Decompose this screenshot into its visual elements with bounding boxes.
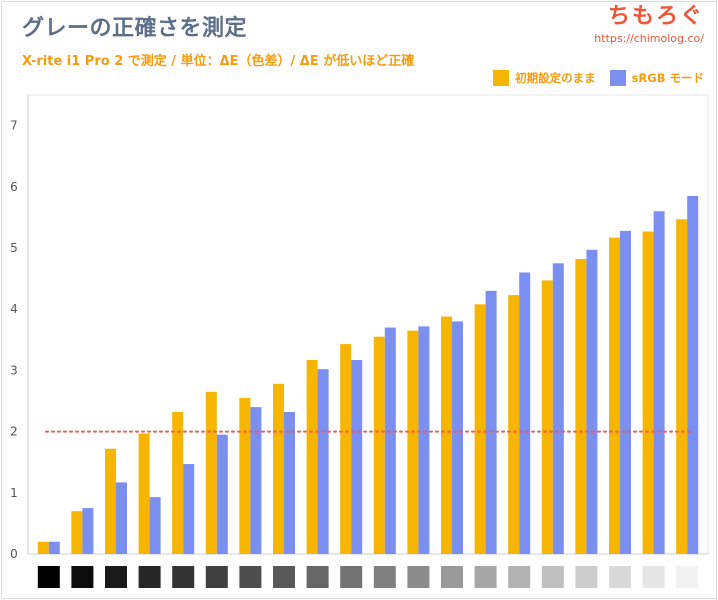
- bar-series2: [620, 230, 631, 554]
- category-gray-swatch: [105, 566, 127, 588]
- category-gray-swatch: [575, 566, 598, 588]
- brand-name: ちもろぐ: [607, 4, 704, 29]
- bar-series1: [138, 433, 150, 554]
- bar-series1: [105, 448, 116, 554]
- bar-series1: [172, 412, 184, 554]
- bar-series2: [519, 272, 531, 554]
- category-gray-swatch: [138, 566, 161, 588]
- bar-series1: [575, 259, 587, 554]
- bar-series1: [205, 391, 217, 554]
- y-tick-label: 5: [10, 241, 18, 255]
- legend-swatch-series2: [609, 70, 626, 86]
- bar-series2: [552, 263, 564, 554]
- bar-series2: [82, 508, 94, 554]
- bar-series1: [441, 316, 452, 554]
- category-gray-swatch: [172, 566, 195, 588]
- bar-series2: [284, 412, 295, 554]
- legend-label-series1: 初期設定のまま: [515, 71, 596, 85]
- category-gray-swatch: [71, 566, 94, 588]
- chart-subtitle: X-rite i1 Pro 2 で測定 / 単位：ΔE（色差）/ ΔE が低いほ…: [22, 54, 415, 69]
- legend-item-series2: sRGB モード: [609, 70, 704, 86]
- brand-url: https://chimolog.co/: [594, 32, 704, 45]
- category-gray-swatch: [407, 566, 430, 588]
- category-gray-swatch: [37, 566, 60, 588]
- bar-series1: [508, 295, 520, 554]
- bar-series2: [687, 195, 699, 555]
- y-tick-label: 3: [10, 363, 18, 377]
- bar-series2: [317, 369, 329, 554]
- brand-logo: ちもろぐ https://chimolog.co/: [594, 4, 704, 46]
- bar-series1: [676, 219, 688, 554]
- y-tick-label: 1: [10, 486, 18, 500]
- bar-series1: [71, 511, 83, 554]
- category-gray-swatch: [306, 566, 329, 588]
- category-gray-swatch: [273, 566, 295, 588]
- bar-series1: [373, 336, 385, 554]
- category-gray-swatch: [609, 566, 631, 588]
- legend-swatch-series1: [493, 70, 510, 86]
- bar-series1: [37, 541, 49, 554]
- category-gray-swatch: [239, 566, 262, 588]
- bar-series1: [306, 359, 318, 554]
- category-gray-swatch: [508, 566, 531, 588]
- bar-series2: [48, 541, 60, 554]
- y-tick-label: 2: [10, 425, 18, 439]
- bar-series2: [418, 326, 430, 554]
- bar-series2: [351, 359, 363, 554]
- bar-series2: [485, 290, 497, 554]
- category-gray-swatch: [474, 566, 497, 588]
- y-tick-label: 4: [10, 302, 18, 316]
- bar-series1: [340, 344, 352, 554]
- y-tick-label: 6: [10, 180, 18, 194]
- y-tick-label: 7: [10, 119, 18, 133]
- bar-series2: [116, 482, 127, 554]
- category-gray-swatch: [541, 566, 564, 588]
- bar-series1: [474, 304, 486, 554]
- category-gray-swatch: [676, 566, 699, 588]
- legend-label-series2: sRGB モード: [631, 71, 704, 85]
- bar-series2: [183, 464, 195, 554]
- bar-series2: [586, 249, 598, 554]
- category-gray-swatch: [642, 566, 665, 588]
- category-gray-swatch: [205, 566, 228, 588]
- bar-series1: [541, 280, 553, 554]
- bar-series2: [149, 497, 161, 554]
- category-gray-swatch: [340, 566, 363, 588]
- bar-series2: [452, 321, 463, 554]
- bar-series1: [273, 383, 284, 554]
- chart-title: グレーの正確さを測定: [22, 16, 248, 41]
- legend-item-series1: 初期設定のまま: [493, 70, 596, 86]
- bar-series1: [407, 330, 419, 554]
- y-tick-label: 0: [10, 547, 18, 561]
- bar-series2: [250, 407, 262, 554]
- category-gray-swatch: [441, 566, 463, 588]
- bar-series1: [642, 231, 654, 554]
- chart-legend: 初期設定のまま sRGB モード: [493, 70, 704, 86]
- bar-series1: [239, 397, 251, 554]
- bar-series2: [653, 211, 665, 554]
- bar-series2: [384, 327, 396, 554]
- bar-series2: [216, 434, 228, 554]
- category-gray-swatch: [373, 566, 396, 588]
- bar-series1: [609, 237, 620, 554]
